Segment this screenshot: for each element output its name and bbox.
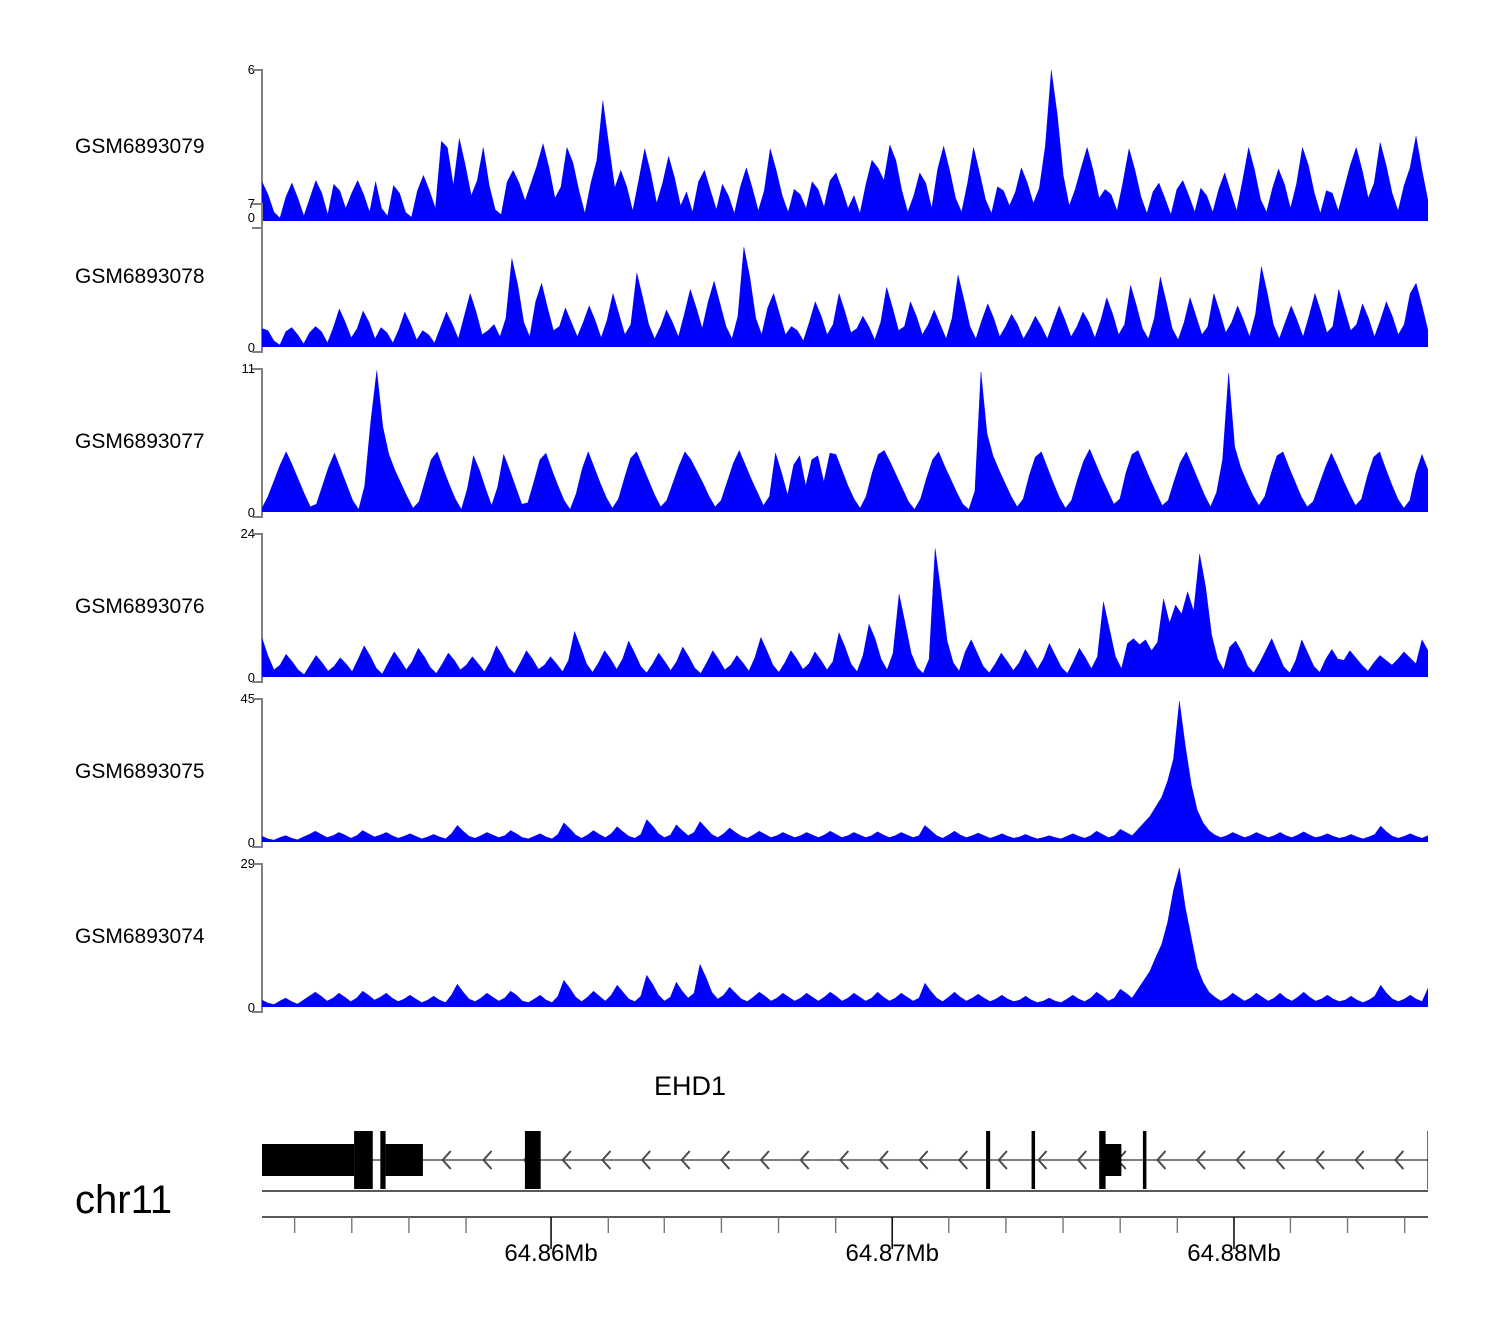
- coverage-track: GSM6893076 24 0: [0, 525, 1500, 690]
- axis-max-t2: 7: [247, 196, 255, 211]
- coverage-plot-t4: [262, 548, 1428, 677]
- coverage-plot-t1: [262, 70, 1428, 221]
- coverage-track: GSM6893075 45 0: [0, 690, 1500, 855]
- axis-bracket-t5: [252, 698, 263, 848]
- axis-min-t1: 0: [247, 210, 255, 225]
- coverage-plot-t2: [262, 247, 1428, 347]
- axis-min-t4: 0: [247, 670, 255, 685]
- coverage-track: GSM6893078 7 0: [0, 195, 1500, 360]
- track-label-t4: GSM6893076: [75, 595, 205, 618]
- gene-model-panel: EHD1: [0, 1055, 1500, 1190]
- track-label-t1: GSM6893079: [75, 135, 205, 158]
- track-label-t2: GSM6893078: [75, 265, 205, 288]
- coverage-track: GSM6893074 29 0: [0, 855, 1500, 1020]
- ruler-tick-labels: 64.86Mb 64.87Mb 64.88Mb: [262, 1240, 1428, 1274]
- axis-min-t6: 0: [247, 1000, 255, 1015]
- coverage-plot-t5: [262, 701, 1428, 842]
- axis-min-t5: 0: [247, 835, 255, 850]
- axis-bracket-t2: [252, 203, 263, 353]
- genome-ruler: chr11 64.86Mb 64.87Mb 64.88Mb: [0, 1160, 1500, 1280]
- axis-bracket-t6: [252, 863, 263, 1013]
- ruler-tick-label: 64.88Mb: [1187, 1240, 1281, 1267]
- axis-bracket-t1: [252, 69, 263, 229]
- chromosome-label: chr11: [75, 1178, 173, 1222]
- axis-max-t1: 6: [247, 62, 255, 77]
- gene-name-label: EHD1: [653, 1071, 727, 1101]
- axis-min-t3: 0: [247, 505, 255, 520]
- coverage-plot-t3: [262, 370, 1428, 512]
- coverage-track: GSM6893079 6 0: [0, 30, 1500, 229]
- axis-max-t4: 24: [240, 526, 255, 541]
- axis-bracket-t3: [252, 368, 263, 518]
- track-label-t5: GSM6893075: [75, 760, 205, 783]
- axis-bracket-t4: [252, 533, 263, 683]
- track-label-t3: GSM6893077: [75, 430, 205, 453]
- ruler-tick-label: 64.86Mb: [504, 1240, 598, 1267]
- coverage-track: GSM6893077 11 0: [0, 360, 1500, 525]
- gene-model-diagram[interactable]: [262, 1115, 1428, 1205]
- axis-min-t2: 0: [247, 340, 255, 355]
- axis-max-t6: 29: [240, 856, 255, 871]
- ruler-tick-label: 64.87Mb: [845, 1240, 939, 1267]
- coverage-plot-t6: [262, 867, 1428, 1007]
- ruler-ticks[interactable]: [256, 1185, 1436, 1255]
- axis-max-t5: 45: [240, 691, 255, 706]
- axis-max-t3: 11: [241, 361, 256, 376]
- track-label-t6: GSM6893074: [75, 925, 205, 948]
